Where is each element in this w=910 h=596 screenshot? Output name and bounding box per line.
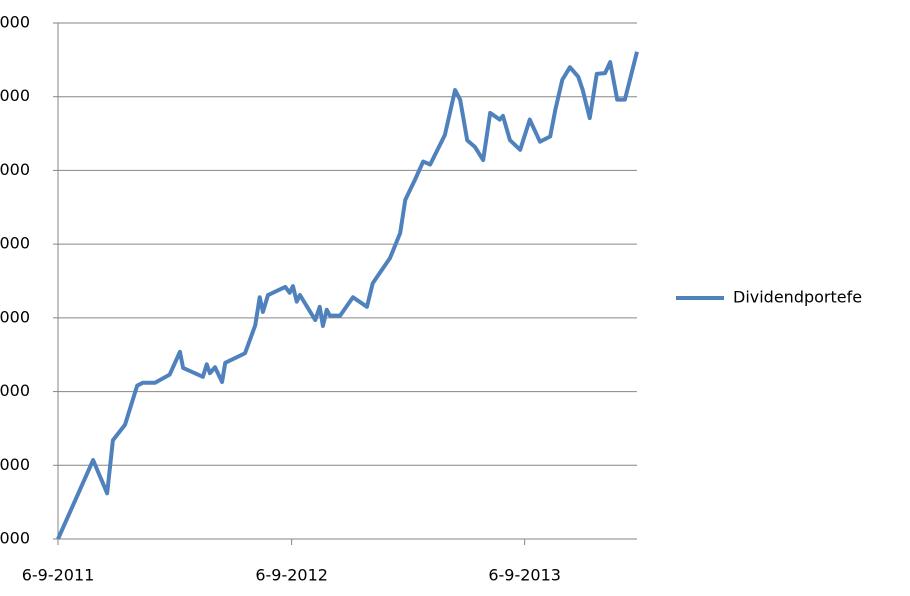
legend-label: Dividendportefe (733, 288, 862, 307)
y-tick-label: 0,000 (0, 529, 30, 548)
y-tick-label: 4,000 (0, 234, 30, 253)
y-tick-label: 3,000 (0, 307, 30, 326)
y-tick-label: 1,000 (0, 455, 30, 474)
data-line (56, 51, 639, 540)
y-tick-label: 2,000 (0, 381, 30, 400)
x-tick-label: 6-9-2011 (22, 566, 95, 585)
x-tick-label: 6-9-2012 (255, 566, 328, 585)
x-tick-label: 6-9-2013 (488, 566, 561, 585)
y-tick-label: 7,000 (0, 13, 30, 32)
y-tick-label: 6,000 (0, 86, 30, 105)
y-tick-label: 5,000 (0, 160, 30, 179)
